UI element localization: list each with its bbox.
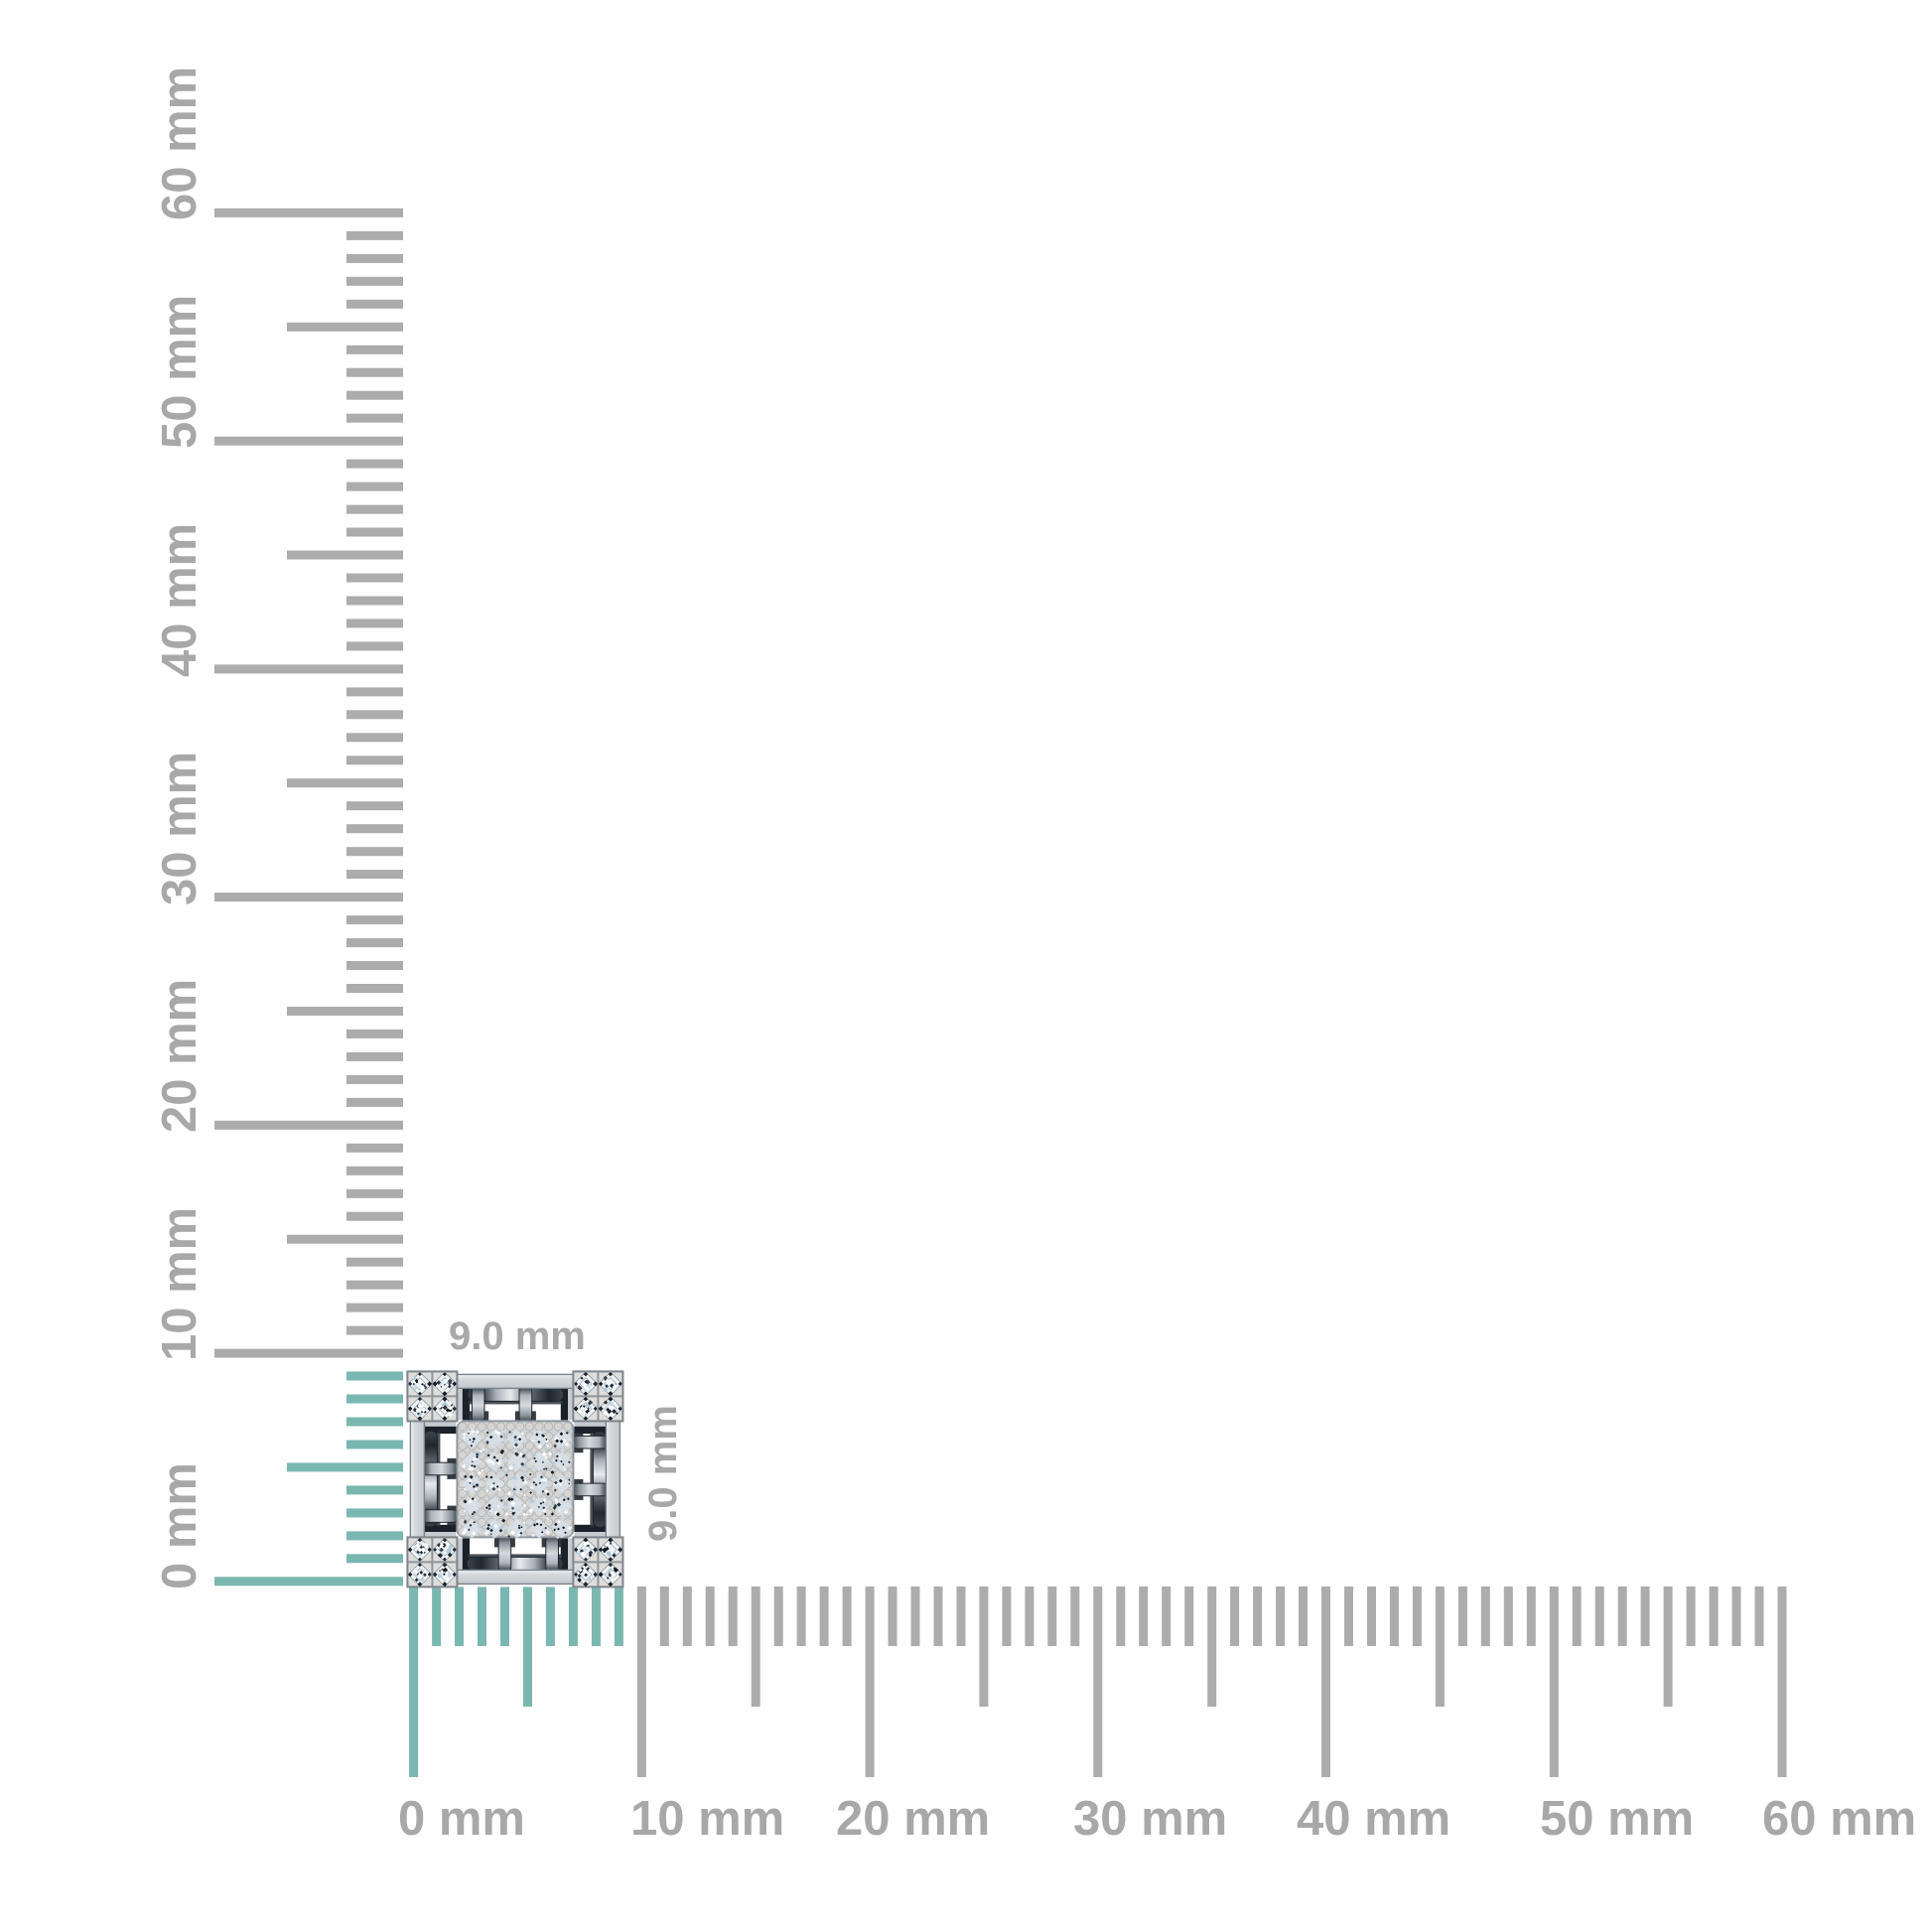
- svg-text:30 mm: 30 mm: [1073, 1792, 1227, 1846]
- svg-text:0 mm: 0 mm: [153, 1462, 207, 1589]
- svg-text:20 mm: 20 mm: [153, 979, 207, 1133]
- svg-text:50 mm: 50 mm: [153, 295, 207, 449]
- svg-text:40 mm: 40 mm: [153, 523, 207, 677]
- svg-text:30 mm: 30 mm: [153, 752, 207, 905]
- svg-text:60 mm: 60 mm: [1762, 1792, 1916, 1846]
- svg-text:60 mm: 60 mm: [153, 67, 207, 220]
- svg-text:20 mm: 20 mm: [836, 1792, 990, 1846]
- svg-text:50 mm: 50 mm: [1540, 1792, 1694, 1846]
- svg-text:40 mm: 40 mm: [1297, 1792, 1450, 1846]
- svg-text:0 mm: 0 mm: [398, 1792, 525, 1846]
- svg-text:9.0 mm: 9.0 mm: [449, 1314, 586, 1358]
- svg-text:10 mm: 10 mm: [630, 1792, 784, 1846]
- svg-text:10 mm: 10 mm: [153, 1207, 207, 1361]
- svg-text:9.0 mm: 9.0 mm: [641, 1405, 685, 1542]
